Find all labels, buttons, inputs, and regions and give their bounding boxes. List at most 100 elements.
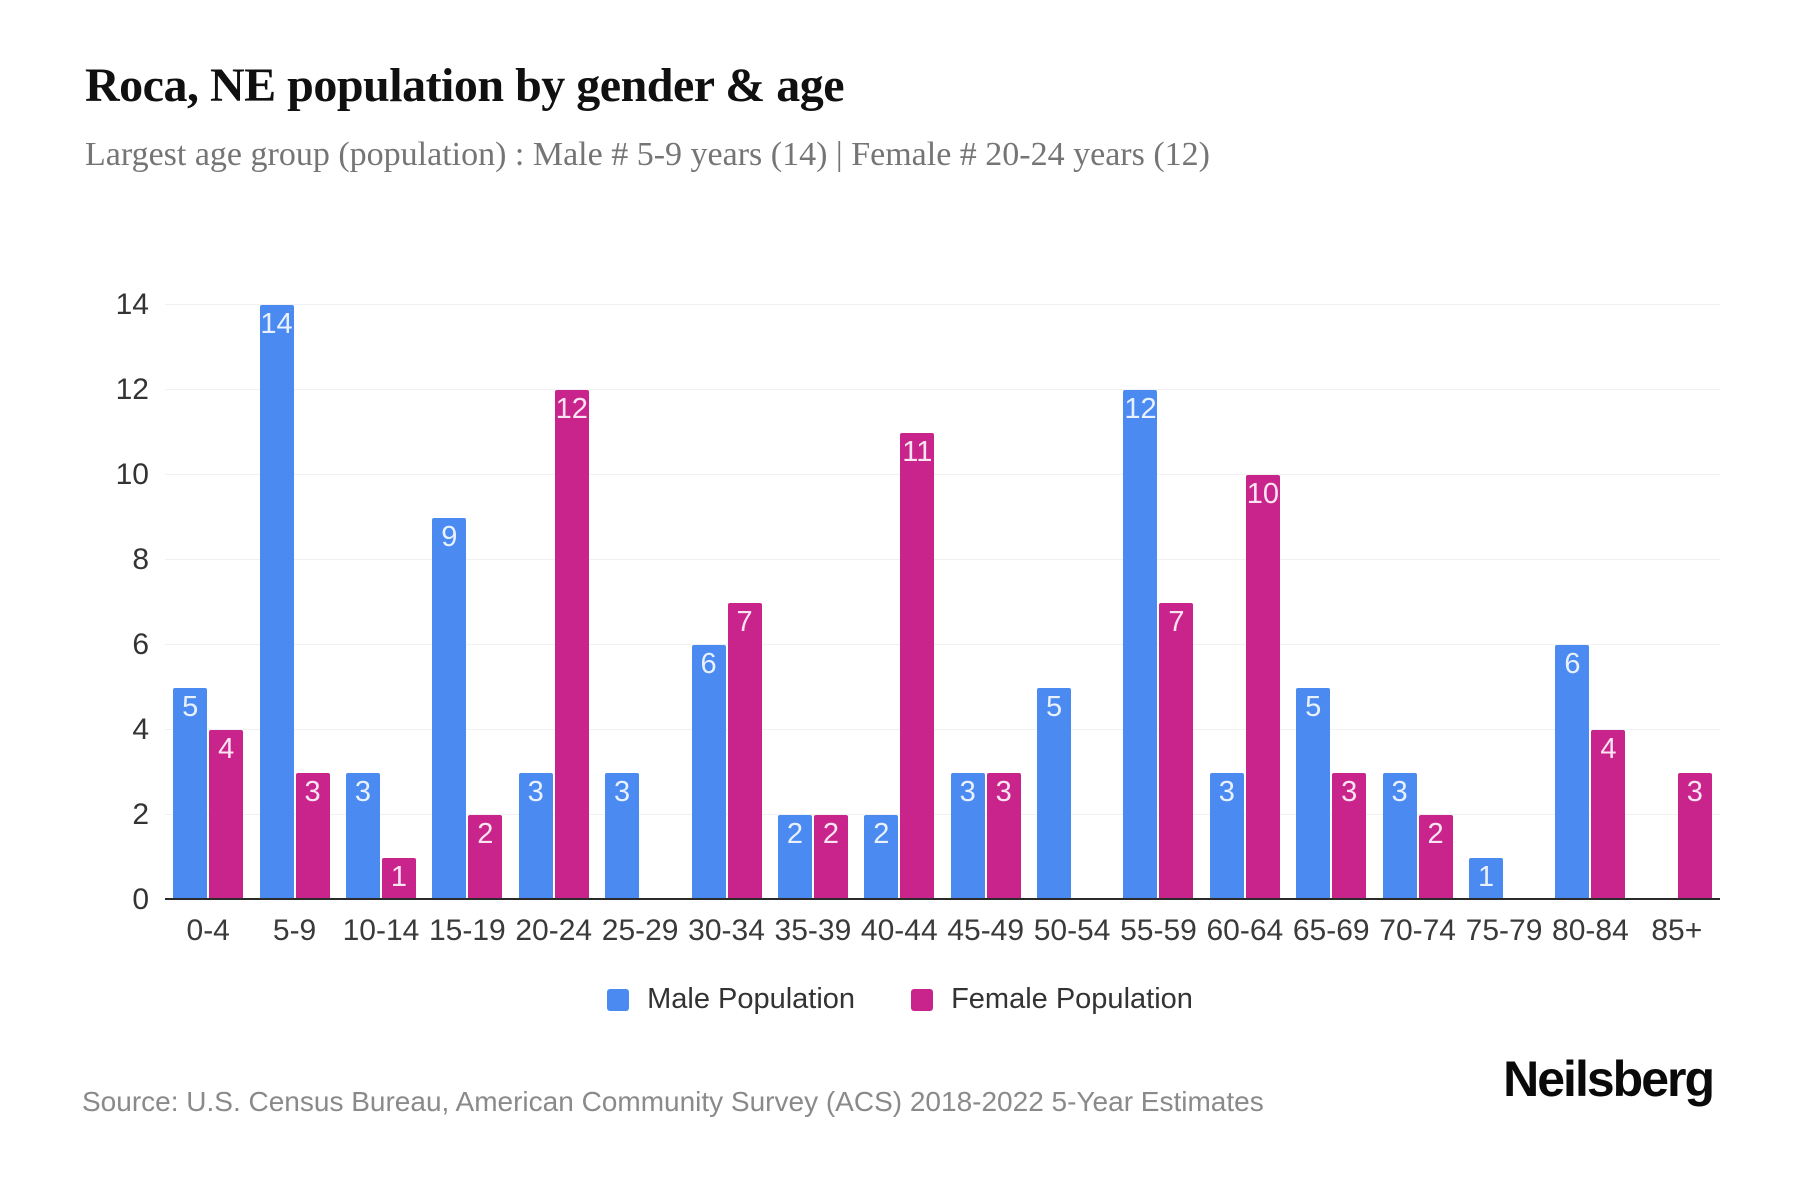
bar-value-label-male-45-49: 3 (959, 775, 976, 808)
bar-value-label-male-10-14: 3 (354, 775, 372, 808)
bar-slot-male-45-49: 3 (950, 305, 985, 900)
y-axis-tick-4: 4 (132, 713, 149, 746)
legend-swatch-female-population (911, 988, 934, 1011)
x-axis-label-85+: 85+ (1651, 914, 1703, 947)
bar-slot-female-55-59: 7 (1159, 305, 1194, 900)
legend-label-male-population: Male Population (647, 983, 856, 1015)
x-axis-label-40-44: 40-44 (860, 914, 938, 947)
bar-slot-male-65-69: 5 (1296, 305, 1331, 900)
bar-male-80-84[interactable]: 6 (1555, 645, 1590, 900)
legend: Male Population Female Population (0, 983, 1800, 1016)
y-axis-tick-0: 0 (132, 883, 149, 916)
bar-group-50-54: 5 50-54 (1029, 305, 1115, 946)
bar-value-label-male-50-54: 5 (1045, 690, 1063, 723)
bar-female-60-64[interactable]: 10 (1245, 475, 1280, 900)
bar-male-0-4[interactable]: 5 (173, 687, 208, 900)
bar-value-label-female-60-64: 10 (1246, 478, 1279, 510)
bar-male-40-44[interactable]: 2 (864, 815, 899, 900)
legend-item-male-population[interactable]: Male Population (607, 983, 855, 1016)
bar-female-55-59[interactable]: 7 (1159, 602, 1194, 900)
bar-slot-female-65-69: 3 (1332, 305, 1367, 900)
bar-value-label-female-85+: 3 (1686, 775, 1703, 808)
legend-item-female-population[interactable]: Female Population (911, 983, 1193, 1016)
legend-label-female-population: Female Population (951, 983, 1193, 1015)
bar-female-35-39[interactable]: 2 (813, 815, 848, 900)
bar-female-65-69[interactable]: 3 (1332, 772, 1367, 900)
bar-female-45-49[interactable]: 3 (986, 772, 1021, 900)
bar-group-30-34: 6 7 30-34 (683, 305, 769, 946)
x-axis-label-65-69: 65-69 (1292, 914, 1370, 947)
bar-group-45-49: 3 3 45-49 (943, 305, 1029, 946)
bar-value-label-male-30-34: 6 (700, 648, 717, 680)
bar-group-0-4: 5 4 0-4 (165, 305, 251, 946)
x-axis-label-50-54: 50-54 (1033, 914, 1111, 947)
bar-male-20-24[interactable]: 3 (518, 772, 553, 900)
bar-group-80-84: 6 4 80-84 (1547, 305, 1633, 946)
bar-male-15-19[interactable]: 9 (432, 517, 467, 900)
x-axis-label-55-59: 55-59 (1120, 914, 1197, 947)
bar-value-label-female-15-19: 2 (477, 818, 494, 850)
bar-group-55-59: 12 7 55-59 (1115, 305, 1201, 946)
bar-slot-male-40-44: 2 (864, 305, 899, 900)
bar-value-label-male-35-39: 2 (786, 818, 803, 850)
bar-slot-male-80-84: 6 (1555, 305, 1590, 900)
y-axis-tick-8: 8 (132, 543, 149, 576)
bar-group-40-44: 2 11 40-44 (856, 305, 942, 946)
bar-male-30-34[interactable]: 6 (691, 645, 726, 900)
bar-male-50-54[interactable]: 5 (1037, 687, 1072, 900)
bar-female-85+[interactable]: 3 (1677, 772, 1712, 900)
chart-subtitle: Largest age group (population) : Male # … (85, 136, 1211, 173)
bar-slot-male-10-14: 3 (345, 305, 380, 900)
x-axis-label-10-14: 10-14 (342, 914, 420, 947)
x-axis-label-25-29: 25-29 (601, 914, 679, 947)
x-axis-label-75-79: 75-79 (1465, 914, 1543, 947)
bar-slot-female-50-54 (1073, 305, 1107, 900)
bar-slot-female-0-4: 4 (209, 305, 244, 900)
bar-value-label-female-20-24: 12 (555, 393, 588, 425)
bar-male-60-64[interactable]: 3 (1209, 772, 1244, 900)
bar-female-30-34[interactable]: 7 (727, 602, 762, 900)
bar-value-label-male-75-79: 1 (1477, 860, 1495, 893)
bar-value-label-female-35-39: 2 (822, 818, 839, 850)
x-axis-label-0-4: 0-4 (186, 914, 230, 947)
bar-male-70-74[interactable]: 3 (1382, 772, 1417, 900)
bar-value-label-female-5-9: 3 (304, 775, 321, 808)
bar-slot-female-30-34: 7 (727, 305, 762, 900)
bar-female-15-19[interactable]: 2 (468, 815, 503, 900)
bar-female-10-14[interactable]: 1 (381, 857, 416, 900)
bar-male-45-49[interactable]: 3 (950, 772, 985, 900)
bar-slot-male-75-79: 1 (1469, 305, 1504, 900)
y-axis-tick-10: 10 (115, 458, 149, 491)
bar-female-0-4[interactable]: 4 (209, 730, 244, 900)
bar-slot-female-15-19: 2 (468, 305, 503, 900)
x-axis-label-20-24: 20-24 (515, 914, 593, 947)
bar-male-65-69[interactable]: 5 (1296, 687, 1331, 900)
bar-slot-female-70-74: 2 (1418, 305, 1453, 900)
bar-female-70-74[interactable]: 2 (1418, 815, 1453, 900)
bar-female-20-24[interactable]: 12 (554, 390, 589, 900)
bar-slot-male-50-54: 5 (1037, 305, 1072, 900)
bar-male-75-79[interactable]: 1 (1469, 857, 1504, 900)
bar-male-5-9[interactable]: 14 (259, 305, 294, 900)
bar-female-40-44[interactable]: 11 (900, 432, 935, 900)
x-axis-label-70-74: 70-74 (1379, 914, 1456, 947)
bar-slot-male-0-4: 5 (173, 305, 208, 900)
bar-value-label-female-70-74: 2 (1427, 818, 1444, 850)
bar-female-5-9[interactable]: 3 (295, 772, 330, 900)
bar-value-label-female-10-14: 1 (390, 860, 408, 893)
bar-male-35-39[interactable]: 2 (777, 815, 812, 900)
bar-slot-female-10-14: 1 (381, 305, 416, 900)
bar-group-60-64: 3 10 60-64 (1202, 305, 1288, 946)
x-axis-label-60-64: 60-64 (1206, 914, 1284, 947)
bar-male-25-29[interactable]: 3 (605, 772, 640, 900)
bar-male-10-14[interactable]: 3 (345, 772, 380, 900)
bar-slot-female-20-24: 12 (554, 305, 589, 900)
bar-male-55-59[interactable]: 12 (1123, 390, 1158, 900)
bar-group-15-19: 9 2 15-19 (424, 305, 510, 946)
source-text: Source: U.S. Census Bureau, American Com… (82, 1086, 1264, 1117)
gridline-0 (165, 898, 1720, 900)
bar-value-label-female-45-49: 3 (995, 775, 1012, 808)
y-axis-tick-12: 12 (115, 373, 149, 406)
bar-group-25-29: 3 25-29 (597, 305, 683, 946)
bar-female-80-84[interactable]: 4 (1591, 730, 1626, 900)
